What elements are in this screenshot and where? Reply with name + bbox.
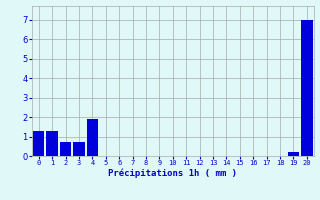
Bar bbox=[73, 142, 84, 156]
Bar bbox=[33, 131, 44, 156]
Bar bbox=[87, 119, 98, 156]
Bar bbox=[60, 142, 71, 156]
X-axis label: Précipitations 1h ( mm ): Précipitations 1h ( mm ) bbox=[108, 169, 237, 178]
Bar bbox=[301, 20, 313, 156]
Bar bbox=[288, 152, 299, 156]
Bar bbox=[46, 131, 58, 156]
